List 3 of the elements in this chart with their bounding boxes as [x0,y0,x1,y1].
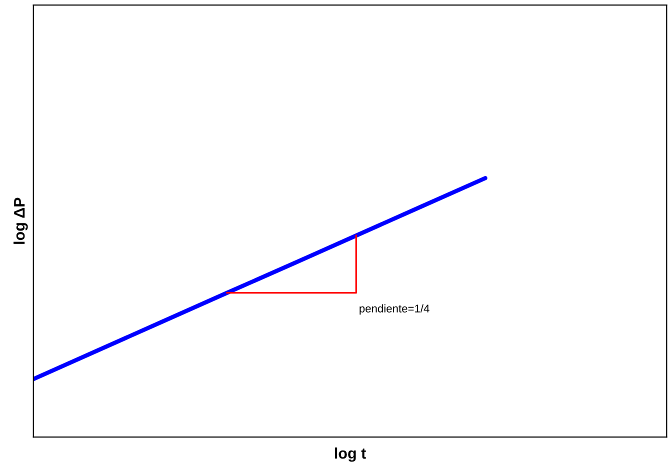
y-axis-title: log ΔP [14,198,28,244]
x-axis-title: log t [334,447,366,462]
annotation: pendiente=1/4 [360,304,430,315]
